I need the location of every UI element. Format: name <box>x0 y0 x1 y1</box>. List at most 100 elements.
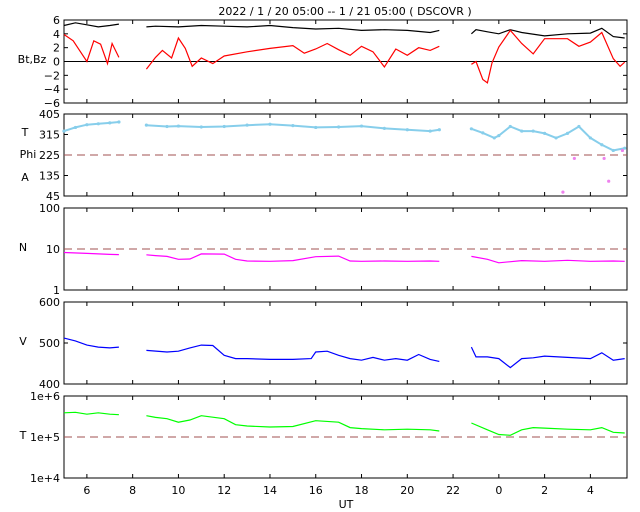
data-point <box>531 129 535 133</box>
series-line <box>63 121 625 152</box>
data-point <box>117 120 121 124</box>
data-point <box>165 124 169 129</box>
y-axis-label: Bt,Bz <box>18 53 47 66</box>
series-t <box>62 120 627 153</box>
x-tick-label: 16 <box>309 484 323 497</box>
series-bz <box>63 29 626 84</box>
data-point <box>437 128 441 132</box>
data-point <box>382 126 387 130</box>
data-point <box>554 136 558 140</box>
data-point <box>291 124 295 128</box>
panel-frame <box>63 301 628 385</box>
data-point <box>620 148 625 153</box>
y-tick-label: 225 <box>39 149 60 162</box>
data-point <box>602 156 606 161</box>
data-point <box>108 121 112 125</box>
data-point <box>176 124 181 128</box>
x-tick-label: 20 <box>400 484 414 497</box>
y-tick-label: −4 <box>44 83 60 96</box>
y-tick-label: 1e+5 <box>30 431 60 444</box>
series-v <box>63 337 625 369</box>
y-tick-label: 1e+4 <box>30 472 60 485</box>
series-line <box>63 411 625 436</box>
panel-velocity: 600 500 400 V <box>19 296 628 391</box>
panel-density: 100 10 1 N <box>19 202 628 297</box>
y-tick-label: 10 <box>46 243 60 256</box>
x-tick-label: 0 <box>495 484 502 497</box>
series-n <box>63 251 625 264</box>
data-point <box>337 125 341 129</box>
series-line <box>63 337 625 369</box>
y-axis-label: T <box>19 429 27 442</box>
data-point <box>428 129 432 133</box>
y-tick-label: 600 <box>39 296 60 309</box>
y-tick-label: 405 <box>39 108 60 121</box>
data-point <box>492 136 496 140</box>
x-tick-label: 12 <box>217 484 231 497</box>
y-tick-label: −2 <box>44 69 60 82</box>
y-tick-label: 45 <box>46 190 60 203</box>
series-line <box>63 29 626 84</box>
panels: 6420−2−4−6Bt,Bz40531522513545TPhiA100101… <box>18 14 628 485</box>
data-point <box>96 122 100 126</box>
data-point <box>607 179 611 183</box>
data-point <box>62 129 66 133</box>
data-point <box>85 123 89 127</box>
series-t <box>63 411 625 436</box>
y-tick-label: 315 <box>39 129 60 142</box>
data-point <box>245 123 249 127</box>
y-tick-label: 6 <box>53 14 60 27</box>
data-point <box>359 124 364 128</box>
series-bt <box>63 22 625 39</box>
x-tick-label: 10 <box>171 484 185 497</box>
series-phi <box>561 148 625 194</box>
y-tick-label: −6 <box>44 97 60 110</box>
x-tick-label: 2 <box>541 484 548 497</box>
data-point <box>481 131 485 135</box>
y-tick-label: 100 <box>39 202 60 215</box>
data-point <box>268 122 272 126</box>
x-tick-label: 22 <box>446 484 460 497</box>
data-point <box>600 143 604 147</box>
y-axis-label: V <box>19 335 27 348</box>
y-tick-label: 2 <box>53 42 60 55</box>
panel-temperature: 1e+6 1e+5 1e+4 T <box>19 390 628 485</box>
data-point <box>199 125 203 129</box>
x-tick-label: 18 <box>355 484 369 497</box>
y-tick-label: 1e+6 <box>30 390 60 403</box>
y-tick-label: 4 <box>53 28 60 41</box>
x-tick-label: 8 <box>129 484 136 497</box>
y-tick-label: 0 <box>53 56 60 69</box>
x-axis-ticks: 6 8 10 12 14 16 18 20 22 0 2 4 <box>83 484 593 497</box>
data-point <box>520 129 524 133</box>
data-point <box>222 124 226 129</box>
data-point <box>144 123 148 127</box>
y-axis-label: N <box>19 241 27 254</box>
x-tick-label: 4 <box>587 484 594 497</box>
series-line <box>63 251 625 264</box>
chart-title: 2022 / 1 / 20 05:00 -- 1 / 21 05:00 ( DS… <box>218 5 471 18</box>
data-point <box>543 131 547 135</box>
x-tick-label: 6 <box>83 484 90 497</box>
series-line <box>63 22 625 39</box>
data-point <box>508 124 512 129</box>
data-point <box>572 156 576 161</box>
y-tick-label: 400 <box>39 378 60 391</box>
data-point <box>611 148 615 153</box>
y-tick-label: 500 <box>39 337 60 350</box>
y-axis-label: Phi <box>20 148 37 161</box>
panel-temp-phi: 405 315 225 135 45 T Phi A <box>20 108 628 203</box>
data-point <box>497 134 501 138</box>
y-axis-label: A <box>21 171 29 184</box>
y-tick-label: 1 <box>53 284 60 297</box>
data-point <box>469 127 473 131</box>
data-point <box>561 190 565 194</box>
y-axis-label: T <box>21 126 29 139</box>
data-point <box>577 124 581 129</box>
data-point <box>623 146 627 150</box>
x-axis-label: UT <box>339 498 354 511</box>
data-point <box>405 128 409 132</box>
x-tick-label: 14 <box>263 484 277 497</box>
